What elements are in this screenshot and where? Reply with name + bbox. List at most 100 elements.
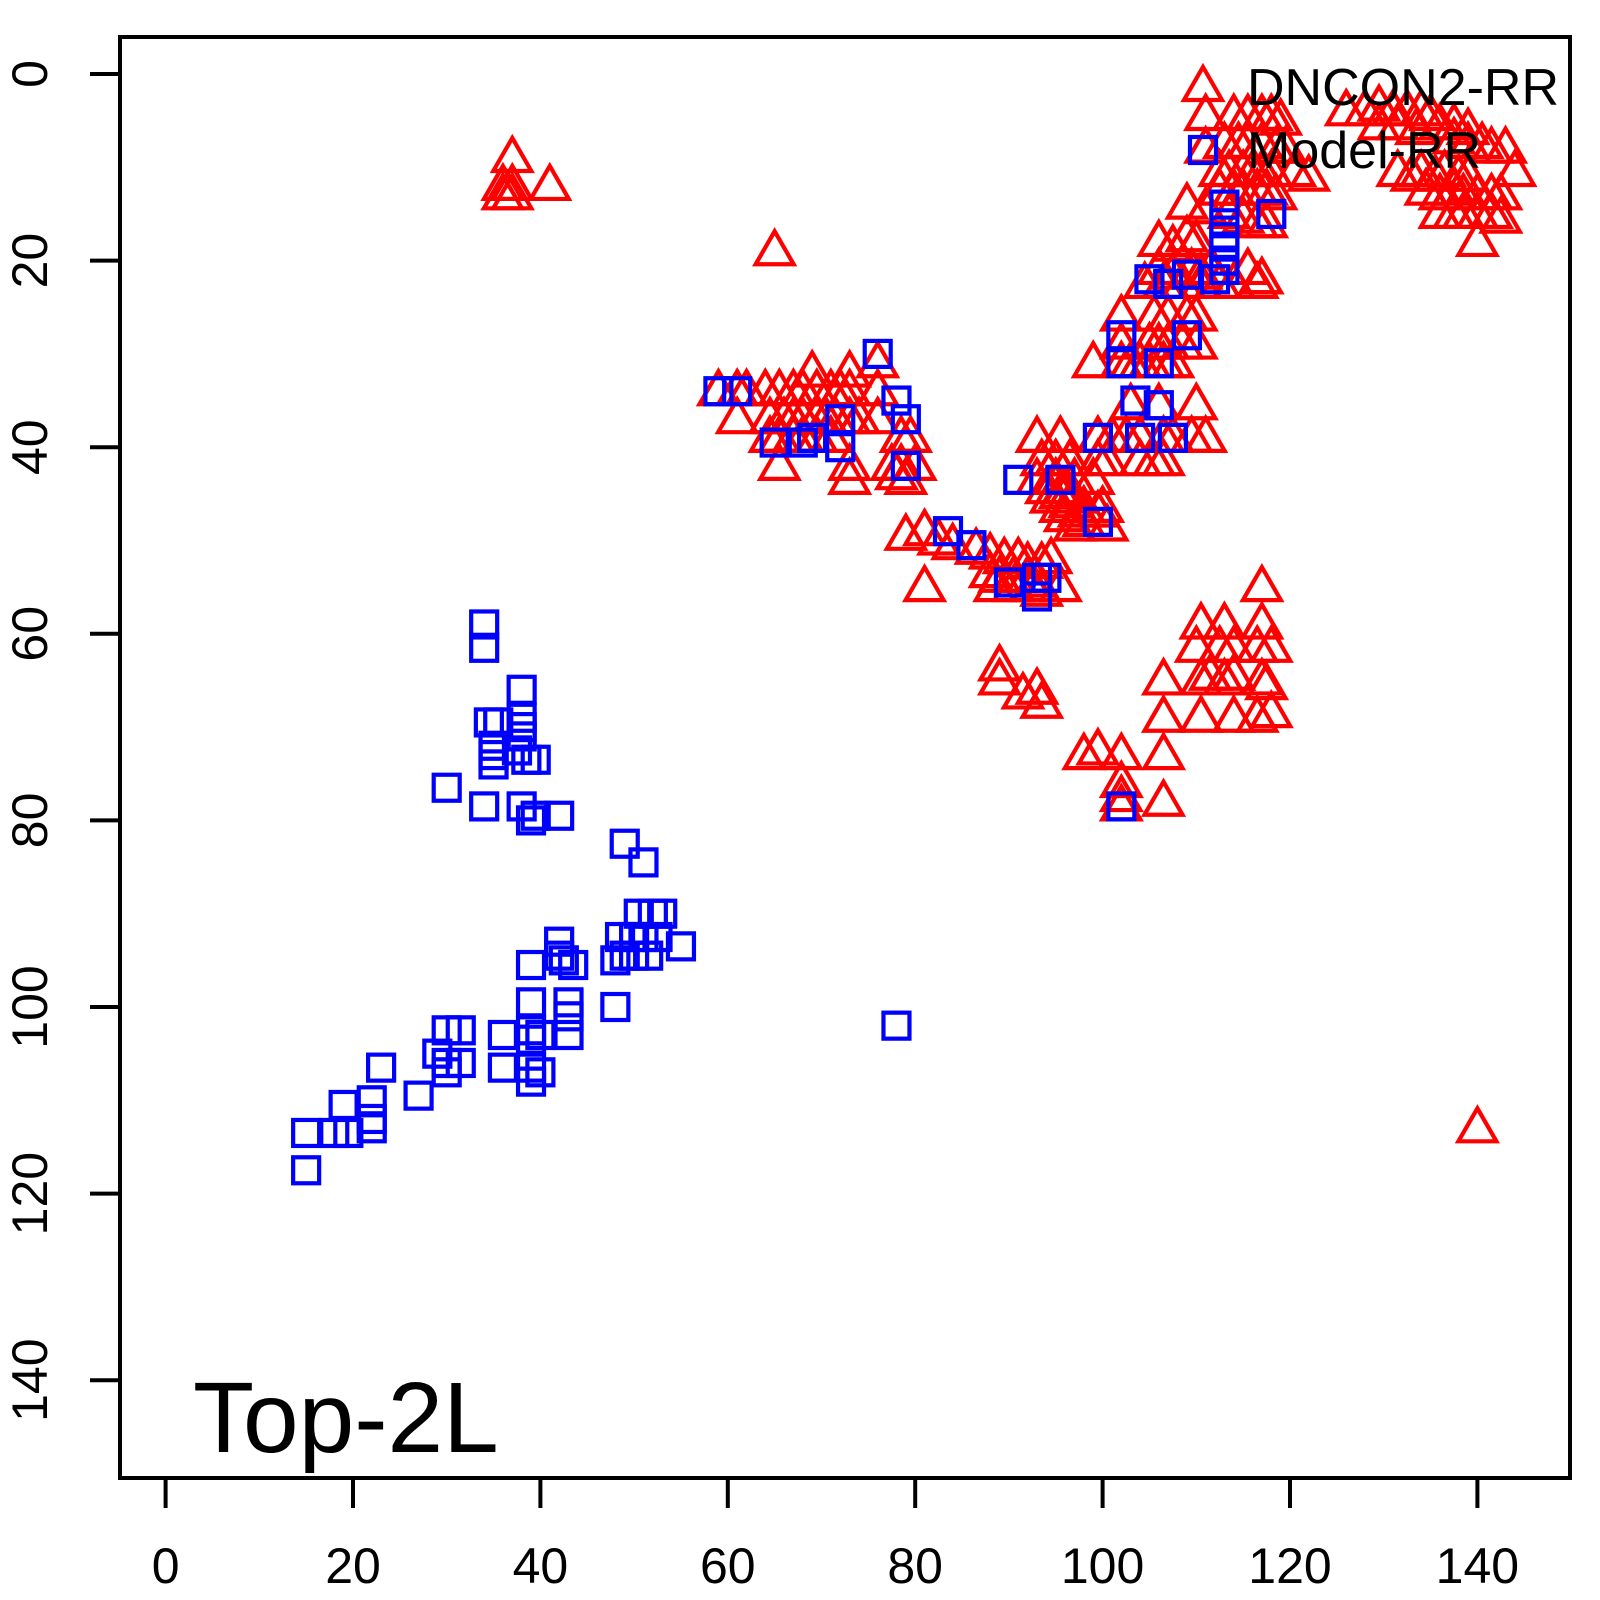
- y-tick-label: 0: [2, 60, 58, 88]
- model-contact-point: [1021, 581, 1053, 612]
- dncon2-contact-point: [1468, 189, 1515, 230]
- legend-label-model: Model-RR: [1247, 122, 1481, 180]
- dncon2-contact-point: [1492, 147, 1538, 188]
- dncon2-contact-point: [714, 395, 760, 435]
- dncon2-contact-point: [1070, 455, 1116, 495]
- dncon2-contact-point: [1173, 623, 1219, 663]
- dncon2-contact-point: [1019, 539, 1065, 579]
- dncon2-contact-point: [826, 455, 873, 495]
- dncon2-contact-point: [1070, 339, 1116, 379]
- model-contact-point: [558, 949, 589, 981]
- dncon2-contact-point: [1140, 777, 1187, 817]
- dncon2-contact-point: [1164, 213, 1210, 253]
- dncon2-contact-point: [1098, 758, 1144, 799]
- model-contact-point: [356, 1085, 387, 1116]
- dncon2-contact-point: [756, 441, 802, 481]
- model-contact-point: [422, 1038, 453, 1069]
- y-tick-label: 60: [2, 606, 58, 662]
- annotation-top-2l: Top-2L: [193, 1362, 499, 1474]
- dncon2-contact-point: [1211, 259, 1257, 300]
- model-contact-point: [993, 567, 1025, 598]
- model-contact-point: [548, 945, 579, 976]
- model-contact-point: [445, 1015, 476, 1046]
- model-contact-point: [356, 1113, 387, 1144]
- model-contact-point: [1082, 506, 1114, 537]
- dncon2-contact-point: [1098, 320, 1144, 360]
- dncon2-contact-point: [1042, 492, 1088, 533]
- model-contact-point: [1120, 385, 1151, 416]
- model-contact-point: [469, 609, 500, 640]
- model-contact-point: [609, 828, 640, 859]
- dncon2-contact-point: [1389, 152, 1435, 192]
- dncon2-contact-point: [1262, 124, 1308, 164]
- model-contact-point: [515, 949, 547, 981]
- model-contact-point: [487, 1052, 519, 1083]
- dncon2-contact-point: [1248, 623, 1294, 663]
- model-contact-point: [1209, 254, 1240, 286]
- legend-item-model: Model-RR: [1187, 122, 1481, 180]
- model-contact-point: [1082, 422, 1114, 453]
- dncon2-contact-point: [1482, 124, 1529, 164]
- dncon2-contact-point: [1211, 693, 1257, 733]
- dncon2-contact-point: [976, 656, 1023, 696]
- model-contact-point: [956, 530, 987, 561]
- dncon2-contact-point: [1342, 87, 1388, 127]
- x-tick-label: 60: [700, 1538, 756, 1594]
- dncon2-contact-point: [1398, 87, 1444, 127]
- model-contact-point: [328, 1089, 359, 1121]
- dncon2-contact-point: [1375, 101, 1421, 141]
- model-contact-point: [665, 931, 697, 962]
- model-contact-point: [525, 1057, 556, 1088]
- dncon2-contact-point: [1459, 119, 1505, 160]
- model-contact-point: [862, 338, 893, 369]
- model-contact-point: [722, 376, 753, 407]
- model-contact-point: [703, 376, 734, 407]
- dncon2-contact-point: [1173, 381, 1219, 421]
- model-contact-point: [515, 1066, 547, 1097]
- dncon2-contact-point: [1454, 217, 1501, 258]
- model-contact-point: [1199, 264, 1231, 295]
- model-contact-point: [515, 805, 547, 836]
- x-tick-label: 140: [1436, 1538, 1519, 1594]
- dncon2-contact-point: [1140, 693, 1187, 733]
- model-contact-point: [1171, 320, 1203, 351]
- dncon2-contact-point: [1000, 670, 1046, 710]
- model-contact-point: [600, 991, 631, 1023]
- dncon2-contact-point: [1047, 436, 1093, 477]
- dncon2-contact-point: [1140, 656, 1187, 696]
- x-tick-label: 120: [1248, 1538, 1331, 1594]
- dncon2-contact-point: [1140, 730, 1187, 771]
- model-contact-point: [628, 847, 659, 878]
- x-tick-label: 100: [1061, 1538, 1144, 1594]
- dncon2-contact-point: [1454, 1104, 1501, 1144]
- dncon2-contact-point: [855, 395, 901, 435]
- y-tick-label: 120: [2, 1152, 58, 1235]
- model-contact-point: [515, 987, 547, 1018]
- model-contact-point: [1134, 264, 1165, 295]
- x-axis: 0 20 40 60 80 100 120 140: [152, 1478, 1519, 1594]
- y-tick-label: 20: [2, 233, 58, 289]
- dncon2-contact-point: [1173, 320, 1219, 360]
- model-contact-point: [487, 1019, 519, 1051]
- dncon2-contact-point: [489, 171, 535, 211]
- model-contact-point: [647, 898, 678, 929]
- dncon2-contact-point: [883, 455, 929, 495]
- model-contact-point: [1153, 268, 1184, 300]
- model-contact-point: [469, 632, 500, 663]
- dncon2-contact-point: [1407, 91, 1454, 132]
- model-contact-point: [403, 1080, 434, 1111]
- dncon2-contact-point: [1178, 693, 1224, 733]
- dncon2-contact-point: [1098, 730, 1144, 771]
- y-tick-label: 100: [2, 965, 58, 1048]
- model-contact-point: [1031, 562, 1062, 593]
- model-contact-point: [759, 427, 790, 458]
- model-contact-point: [881, 1010, 912, 1041]
- legend-square-marker-icon: [1187, 134, 1219, 166]
- dncon2-contact-point: [1075, 726, 1121, 766]
- model-contact-point: [520, 800, 551, 831]
- x-tick-label: 40: [513, 1538, 569, 1594]
- model-contact-point: [890, 404, 921, 435]
- dncon2-contact-point: [1211, 623, 1257, 663]
